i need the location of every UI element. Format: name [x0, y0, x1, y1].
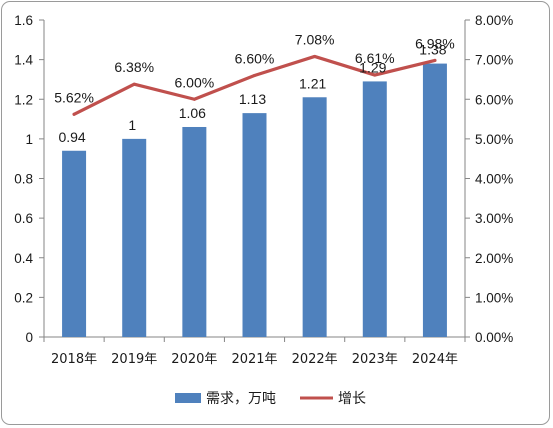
bar-series — [62, 63, 447, 338]
line-value-label: 6.98% — [415, 35, 455, 51]
y-right-tick-label: 2.00% — [475, 251, 513, 266]
y-right-tick-label: 6.00% — [475, 92, 513, 107]
y-right-tick-label: 1.00% — [475, 290, 513, 305]
line-point — [132, 82, 136, 86]
y-right-tick-label: 4.00% — [475, 172, 513, 187]
axes: 0 0.2 0.4 0.6 0.8 1 1.2 1.4 1.6 0.00% 1.00% 2.00% 3.… — [14, 13, 513, 367]
bar-value-label: 1.38 — [419, 42, 446, 58]
bar — [302, 97, 327, 337]
line-point — [253, 73, 256, 77]
line-value-label: 7.08% — [295, 31, 335, 47]
x-tick-label: 2021年 — [231, 352, 277, 367]
legend-bar-swatch — [175, 393, 201, 403]
line-value-label: 6.38% — [114, 59, 154, 75]
legend: 需求，万吨 增长 — [175, 391, 366, 407]
bar — [242, 113, 267, 338]
legend-bar-label: 需求，万吨 — [206, 391, 276, 407]
legend-line-label: 增长 — [338, 391, 366, 407]
line-value-label: 6.61% — [355, 50, 395, 66]
x-tick-label: 2023年 — [352, 352, 398, 367]
line-point — [72, 112, 76, 116]
x-tick-label: 2022年 — [292, 352, 338, 367]
line-point — [373, 73, 377, 77]
bar — [362, 81, 387, 337]
y-right-tick-label: 5.00% — [475, 132, 513, 147]
x-tick-label: 2018年 — [51, 352, 97, 367]
bar — [422, 63, 447, 338]
line-point — [313, 54, 317, 58]
y-left-tick-label: 0.8 — [14, 172, 33, 187]
line-value-label: 5.62% — [54, 89, 94, 105]
y-right-tick-label: 0.00% — [475, 330, 513, 345]
y-right-tick-label: 3.00% — [475, 211, 513, 226]
y-left-tick-label: 0 — [25, 330, 33, 345]
bar-value-label: 1.21 — [299, 75, 326, 91]
line-point — [433, 58, 437, 62]
data-labels: 0.94 1 1.06 1.13 1.21 1.29 1.38 5.62% 6.38% 6.00%… — [54, 31, 455, 144]
y-left-tick-label: 1.4 — [14, 53, 33, 68]
bar-value-label: 1.29 — [359, 59, 386, 75]
y-left-tick-label: 0.2 — [14, 290, 33, 305]
y-left-tick-label: 1.6 — [14, 13, 33, 28]
bar-value-label: 0.94 — [58, 129, 85, 145]
y-left-tick-label: 1.2 — [14, 92, 33, 107]
x-tick-label: 2020年 — [171, 352, 217, 367]
y-left-tick-label: 0.6 — [14, 211, 33, 226]
y-right-tick-label: 7.00% — [475, 53, 513, 68]
line-value-label: 6.60% — [235, 50, 275, 66]
line-point — [192, 97, 196, 101]
line-value-label: 6.00% — [175, 74, 215, 90]
bar-value-label: 1.06 — [179, 105, 206, 121]
y-left-tick-label: 1 — [25, 132, 33, 147]
bar-value-label: 1.13 — [239, 91, 266, 107]
y-right-tick-label: 8.00% — [475, 13, 513, 28]
x-tick-label: 2024年 — [412, 352, 458, 367]
bar — [62, 150, 87, 337]
bar — [182, 126, 207, 337]
x-tick-label: 2019年 — [111, 352, 157, 367]
y-left-tick-label: 0.4 — [14, 251, 33, 266]
bar-value-label: 1 — [128, 117, 136, 133]
bar — [122, 138, 147, 337]
line-series — [72, 54, 437, 116]
